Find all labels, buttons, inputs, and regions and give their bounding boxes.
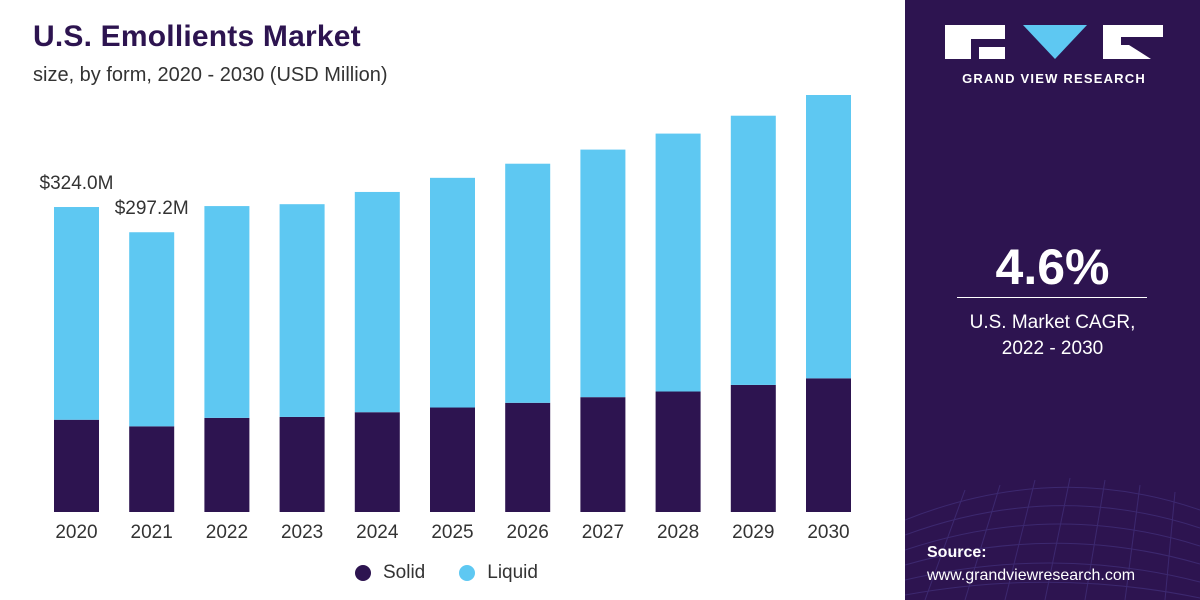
bar-solid-2026 (505, 402, 551, 512)
bar-liquid-2027 (580, 149, 626, 398)
x-tick-label-2023: 2023 (281, 522, 323, 543)
info-panel: GRAND VIEW RESEARCH 4.6% U.S. Market CAG… (905, 0, 1200, 600)
bar-solid-2027 (580, 397, 626, 512)
bar-liquid-2021 (129, 232, 175, 427)
chart-area: U.S. Emollients Market size, by form, 20… (33, 20, 851, 584)
bar-liquid-2026 (505, 163, 551, 403)
bar-solid-2024 (354, 412, 400, 512)
bar-liquid-2023 (279, 204, 325, 417)
chart-subtitle: size, by form, 2020 - 2030 (USD Million) (33, 64, 388, 86)
x-tick-label-2028: 2028 (657, 522, 699, 543)
x-tick-label-2020: 2020 (55, 522, 97, 543)
legend-item-liquid: Liquid (459, 562, 538, 584)
brand-name: GRAND VIEW RESEARCH (962, 71, 1146, 86)
x-tick-label-2026: 2026 (507, 522, 549, 543)
data-label-2021: $297.2M (115, 198, 189, 219)
x-tick-label-2030: 2030 (807, 522, 849, 543)
gvr-logo (945, 25, 1163, 59)
cagr-label-line2: 2022 - 2030 (1001, 338, 1104, 359)
chart-title: U.S. Emollients Market (33, 20, 361, 53)
bar-solid-2030 (806, 378, 851, 512)
bar-solid-2023 (279, 416, 325, 512)
x-tick-label-2025: 2025 (431, 522, 473, 543)
legend-item-solid: Solid (355, 562, 425, 584)
bar-liquid-2025 (430, 177, 475, 408)
x-tick-label-2027: 2027 (582, 522, 624, 543)
x-tick-label-2024: 2024 (356, 522, 399, 543)
bar-liquid-2020 (54, 207, 99, 420)
bar-liquid-2022 (204, 206, 250, 418)
legend-label-solid: Solid (383, 562, 426, 583)
bar-chart: 2020 2021 2022 2023 2024 2025 2026 2027 2028 2029… (40, 95, 851, 543)
legend-swatch-solid (355, 565, 371, 581)
bar-solid-2020 (54, 419, 99, 512)
decorative-grid-background (905, 477, 1200, 600)
bar-liquid-2024 (354, 191, 400, 413)
cagr-value: 4.6% (995, 239, 1110, 295)
bar-liquid-2029 (730, 115, 776, 385)
x-tick-label-2021: 2021 (131, 522, 173, 543)
bar-solid-2022 (204, 417, 250, 512)
source-label: Source: (927, 544, 987, 561)
x-tick-label-2029: 2029 (732, 522, 774, 543)
x-tick-label-2022: 2022 (206, 522, 248, 543)
legend-swatch-liquid (459, 565, 476, 581)
bar-solid-2025 (430, 407, 475, 512)
cagr-label: U.S. Market CAGR, 2022 - 2030 (945, 310, 1160, 362)
bar-solid-2029 (730, 384, 776, 512)
bar-liquid-2028 (655, 133, 701, 392)
bar-solid-2021 (129, 426, 175, 512)
source-url: www.grandviewresearch.com (927, 567, 1136, 584)
cagr-divider (957, 297, 1147, 298)
data-label-2020: $324.0M (40, 173, 114, 194)
bar-solid-2028 (655, 391, 701, 512)
chart-legend: Solid Liquid (355, 562, 538, 584)
legend-label-liquid: Liquid (487, 562, 538, 583)
bar-liquid-2030 (806, 95, 851, 379)
cagr-label-line1: U.S. Market CAGR, (969, 312, 1136, 333)
